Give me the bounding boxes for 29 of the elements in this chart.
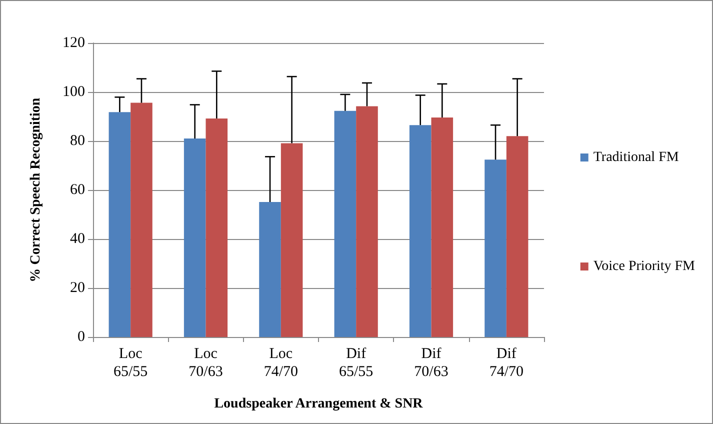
y-tick-label: 40 <box>70 231 85 247</box>
bar <box>280 143 303 337</box>
legend-label: Traditional FM <box>593 150 680 165</box>
y-tick-label: 60 <box>70 182 85 198</box>
bar <box>506 136 528 337</box>
y-tick-label: 20 <box>70 280 85 296</box>
bar <box>206 118 228 337</box>
bar <box>356 106 378 337</box>
x-tick-label: Dif 65/55 <box>338 346 374 380</box>
bar <box>334 110 356 337</box>
bar <box>484 160 506 337</box>
bar <box>259 202 281 337</box>
y-tick-label: 120 <box>62 35 85 51</box>
y-tick-label: 100 <box>62 84 85 100</box>
bar <box>184 138 206 337</box>
x-tick-label: Dif 74/70 <box>489 346 524 380</box>
bar <box>409 125 432 337</box>
x-tick-label: Loc 74/70 <box>264 346 298 380</box>
bar <box>108 112 131 337</box>
bar <box>130 102 152 337</box>
y-axis-title: % Correct Speech Recognition <box>28 98 44 282</box>
bar <box>431 117 454 337</box>
x-tick-label: Dif 70/63 <box>414 346 448 380</box>
x-tick-label: Loc 65/55 <box>113 346 148 380</box>
x-axis-title: Loudspeaker Arrangement & SNR <box>214 396 424 412</box>
y-tick-label: 80 <box>70 133 85 149</box>
legend-label: Voice Priority FM <box>593 259 696 274</box>
y-tick-label: 0 <box>78 329 85 345</box>
x-tick-label: Loc 70/63 <box>188 346 223 380</box>
